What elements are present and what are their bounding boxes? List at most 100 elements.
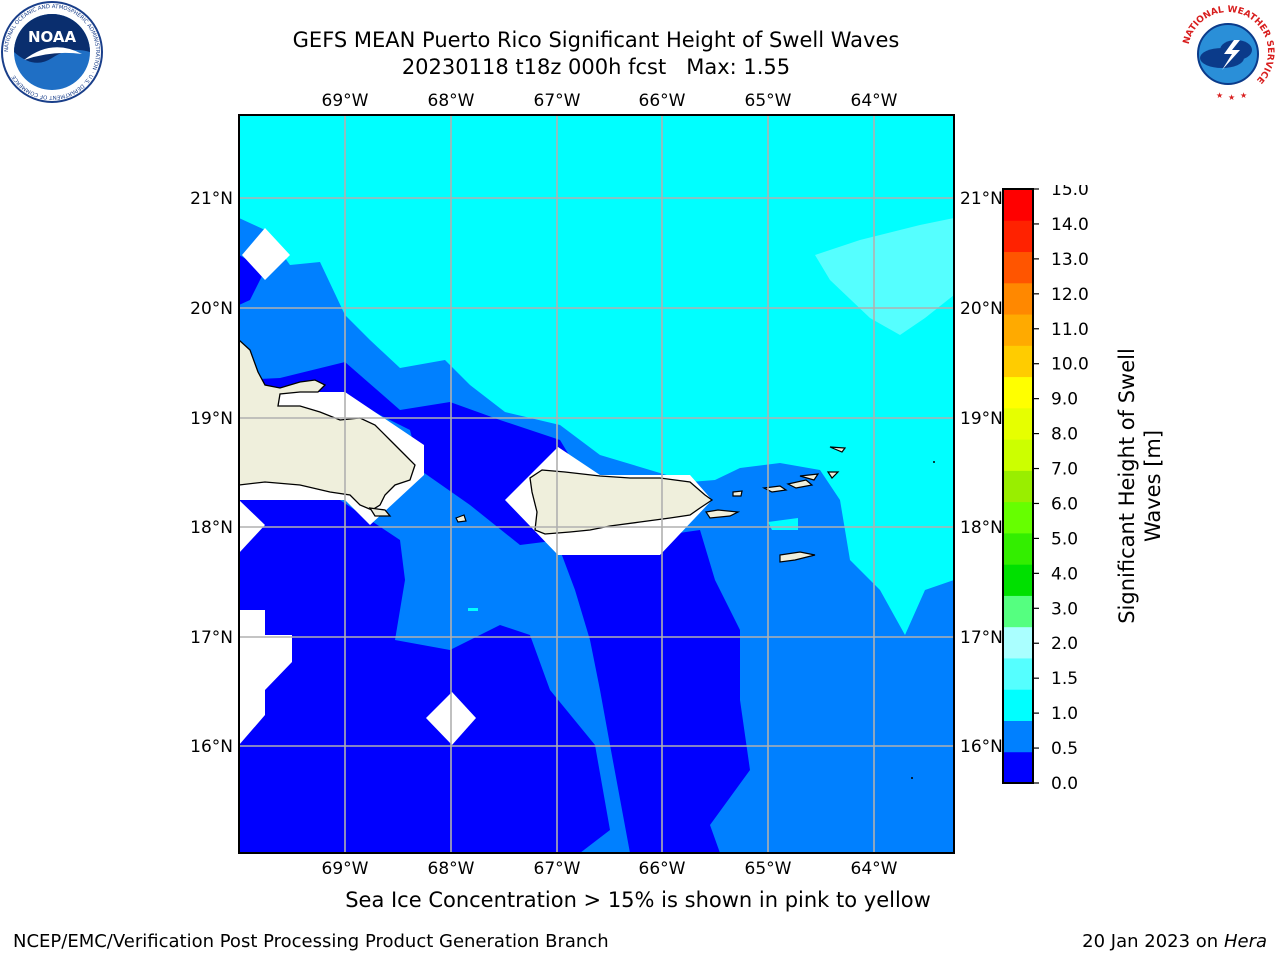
nws-logo: NATIONAL WEATHER SERVICE ★ ★ ★ [1178, 2, 1278, 102]
colorbar-swatches [1003, 189, 1033, 784]
colorbar-tick-label: 1.0 [1051, 704, 1078, 724]
lat-label-left: 16°N [190, 737, 233, 757]
colorbar-swatch [1003, 220, 1033, 253]
colorbar-swatch [1003, 282, 1033, 315]
lon-label-top: 69°W [322, 91, 369, 111]
colorbar-swatch [1003, 407, 1033, 440]
lat-label-right: 17°N [960, 628, 1003, 648]
colorbar-swatch [1003, 189, 1033, 221]
lon-label-top: 67°W [534, 91, 581, 111]
band-1.0-1.5 [468, 608, 478, 611]
colorbar-swatch [1003, 345, 1033, 378]
island [829, 446, 847, 453]
colorbar-swatch [1003, 439, 1033, 471]
colorbar-label: Significant Height of Swell Waves [m] [1115, 348, 1165, 624]
lon-label-bottom: 65°W [745, 859, 792, 879]
band-0.0-0.5 [239, 500, 610, 853]
island [799, 473, 820, 481]
band-0.0-0.5 [239, 362, 590, 545]
colorbar-tick-label: 5.0 [1051, 529, 1078, 549]
colorbar-tick-label: 0.0 [1051, 774, 1078, 790]
land-hispaniola [239, 339, 416, 511]
lon-label-top: 64°W [851, 91, 898, 111]
lat-label-right: 20°N [960, 299, 1003, 319]
colorbar-swatch [1003, 564, 1033, 596]
land-hispaniola-islet [368, 507, 392, 517]
island [704, 509, 741, 519]
lon-label-top: 65°W [745, 91, 792, 111]
colorbar-tick-label: 13.0 [1051, 250, 1089, 270]
colorbar-swatch [1003, 501, 1033, 534]
lat-label-right: 16°N [960, 737, 1003, 757]
colorbar-frame [1002, 188, 1034, 784]
noaa-logo-text: NOAA [28, 28, 77, 46]
lon-label-bottom: 68°W [428, 859, 475, 879]
colorbar-swatch [1003, 532, 1033, 565]
lat-label-left: 20°N [190, 299, 233, 319]
colorbar-tick-label: 8.0 [1051, 425, 1078, 445]
colorbar-tick-label: 10.0 [1051, 355, 1089, 375]
island [455, 514, 467, 523]
colorbar-tick-label: 0.5 [1051, 739, 1078, 759]
lon-label-bottom: 66°W [639, 859, 686, 879]
colorbar-swatch [1003, 251, 1033, 284]
colorbar-swatch [1003, 720, 1033, 753]
lat-label-left: 19°N [190, 409, 233, 429]
island [933, 461, 935, 463]
colorbar-swatch [1003, 751, 1033, 784]
lon-label-bottom: 64°W [851, 859, 898, 879]
footer-host: Hera [1223, 931, 1267, 952]
island [911, 777, 913, 779]
no-data-mask [242, 228, 290, 280]
colorbar-tick-label: 15.0 [1051, 185, 1089, 200]
colorbar-label-line-1: Significant Height of Swell [1115, 348, 1139, 624]
colorbar-tick-label: 3.0 [1051, 599, 1078, 619]
footer-branch: NCEP/EMC/Verification Post Processing Pr… [13, 931, 609, 952]
noaa-logo: NATIONAL OCEANIC AND ATMOSPHERIC ADMINIS… [1, 1, 103, 103]
colorbar-tick-label: 6.0 [1051, 494, 1078, 514]
svg-text:★: ★ [1240, 91, 1247, 100]
lat-label-right: 18°N [960, 518, 1003, 538]
lon-label-top: 68°W [428, 91, 475, 111]
colorbar-tick-label: 2.0 [1051, 634, 1078, 654]
land-puerto-rico [529, 469, 714, 535]
colorbar-swatch [1003, 689, 1033, 721]
colorbar-tick-label: 9.0 [1051, 390, 1078, 410]
band-0.0-0.5 [560, 530, 750, 853]
lon-label-bottom: 69°W [322, 859, 369, 879]
sea-ice-caption: Sea Ice Concentration > 15% is shown in … [345, 888, 931, 912]
colorbar-swatch [1003, 595, 1033, 628]
svg-text:★: ★ [1228, 93, 1235, 102]
lat-label-left: 21°N [190, 189, 233, 209]
colorbar-label-line-2: Waves [m] [1141, 430, 1165, 542]
island [786, 479, 814, 489]
colorbar-tick-label: 1.5 [1051, 669, 1078, 689]
colorbar-tick-label: 7.0 [1051, 460, 1078, 480]
band-1.5-2.0 [815, 218, 954, 335]
colorbar-swatch [1003, 470, 1033, 503]
island [761, 485, 788, 493]
footer-date: 20 Jan 2023 on Hera [1082, 931, 1267, 952]
title-line-2: 20230118 t18z 000h fcst Max: 1.55 [401, 55, 791, 79]
lon-label-bottom: 67°W [534, 859, 581, 879]
map-title: GEFS MEAN Puerto Rico Significant Height… [262, 27, 930, 81]
lat-label-left: 17°N [190, 628, 233, 648]
colorbar-swatch [1003, 376, 1033, 409]
colorbar-tick-label: 11.0 [1051, 320, 1089, 340]
graticule [239, 115, 954, 853]
footer-date-text: 20 Jan 2023 on [1082, 931, 1224, 952]
colorbar-ticks: 15.0 14.0 13.0 12.0 11.0 10.0 9.0 8.0 7.0 6.0 5.0 4… [1033, 185, 1089, 790]
colorbar-swatch [1003, 657, 1033, 690]
lon-label-top: 66°W [639, 91, 686, 111]
lat-label-right: 19°N [960, 409, 1003, 429]
map-frame [238, 114, 955, 854]
colorbar-tick-label: 12.0 [1051, 285, 1089, 305]
svg-text:★: ★ [1216, 91, 1223, 100]
title-line-1: GEFS MEAN Puerto Rico Significant Height… [292, 28, 900, 52]
colorbar: 15.0 14.0 13.0 12.0 11.0 10.0 9.0 8.0 7.0 6.0 5.0 4… [1002, 185, 1089, 790]
island [779, 551, 816, 563]
colorbar-tick-label: 14.0 [1051, 215, 1089, 235]
colorbar-swatch [1003, 314, 1033, 346]
island [826, 471, 840, 479]
